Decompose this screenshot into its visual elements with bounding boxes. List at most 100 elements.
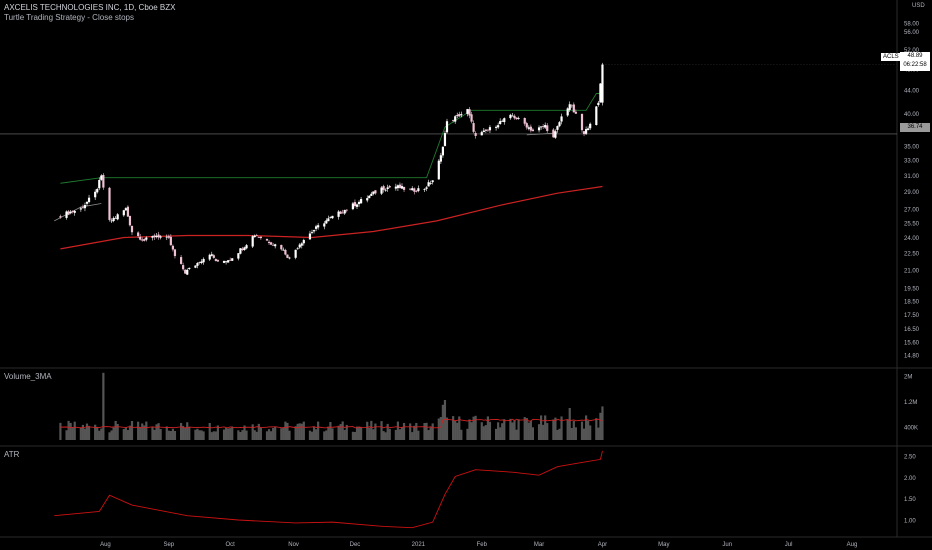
channel-lines: [54, 93, 603, 222]
time-axis: Aug Sep Oct Nov Dec 2021 Feb Mar Apr May Jun Jul Aug: [100, 542, 857, 548]
volume-bar: [466, 428, 469, 440]
time-tick-label: Oct: [226, 542, 236, 548]
atr-tick-label: 1.50: [904, 497, 916, 503]
volume-bar: [102, 372, 105, 440]
candle-body: [229, 259, 232, 261]
volume-bar: [566, 419, 569, 440]
price-tick-label: 31.00: [904, 174, 920, 180]
candle-body: [194, 265, 197, 268]
volume-bar: [556, 429, 559, 440]
candle-body: [327, 218, 330, 222]
candle-body: [458, 113, 461, 117]
candle-body: [587, 128, 590, 131]
candle-body: [200, 261, 203, 264]
volume-bar: [237, 430, 240, 440]
atr-tick-label: 2.50: [904, 455, 916, 461]
candle-body: [499, 121, 502, 124]
candle-body: [300, 243, 303, 246]
last-price-tag: 48.89 06:22:58: [900, 52, 930, 71]
volume-bar: [286, 422, 289, 440]
volume-bar: [398, 429, 402, 440]
candle-body: [100, 175, 103, 180]
candle-body: [468, 109, 471, 116]
volume-bar: [323, 431, 326, 440]
candle-body: [296, 248, 299, 250]
volume-bar: [331, 428, 334, 440]
candle-body: [257, 236, 260, 238]
candle-body: [69, 211, 72, 214]
candle-body: [222, 260, 226, 263]
candle-body: [179, 257, 183, 264]
currency-label[interactable]: USD: [912, 3, 925, 9]
volume-bar: [167, 430, 170, 440]
volume-bar: [343, 429, 346, 440]
candle-body: [212, 255, 215, 258]
price-tick-label: 24.00: [904, 236, 920, 242]
separators: [0, 0, 932, 538]
candle-body: [527, 127, 530, 129]
volume-bar: [67, 420, 70, 440]
volume-bar: [128, 425, 132, 440]
candle-body: [272, 244, 275, 246]
candle-body: [357, 201, 361, 205]
volume-bar: [523, 417, 526, 440]
candle-body: [224, 261, 228, 263]
volume-bar: [73, 421, 76, 440]
candle-body: [513, 115, 516, 119]
volume-bar: [255, 431, 258, 440]
candle-body: [431, 180, 434, 183]
time-tick-label: Dec: [350, 542, 361, 548]
candle-body: [331, 215, 334, 219]
candle-body: [537, 127, 541, 131]
candle-body: [556, 126, 559, 130]
price-tick-label: 25.50: [904, 221, 920, 227]
volume-bar: [351, 431, 355, 440]
candle-body: [124, 208, 127, 211]
candle-body: [384, 189, 387, 191]
volume-bar: [374, 423, 377, 440]
volume-bar: [184, 427, 187, 440]
volume-bar: [196, 428, 199, 440]
candle-body: [85, 201, 89, 204]
volume-bar: [85, 423, 89, 440]
candle-body: [584, 129, 588, 134]
volume-bar: [216, 425, 220, 440]
volume-bar: [165, 426, 168, 440]
volume-bar: [353, 431, 357, 440]
volume-bar: [141, 423, 144, 440]
volume-bar: [503, 419, 506, 440]
volume-bar: [65, 430, 68, 440]
volume-bar: [222, 429, 226, 440]
candle-body: [329, 216, 332, 218]
volume-bar: [372, 429, 375, 440]
volume-bar: [425, 422, 428, 440]
volume-bar: [537, 424, 541, 440]
volume-bar: [153, 429, 156, 440]
volume-bar: [179, 422, 183, 440]
volume-bar: [345, 424, 348, 440]
strategy-label: Turtle Trading Strategy - Close stops: [4, 13, 134, 22]
volume-bar: [329, 422, 332, 440]
volume-bar: [597, 427, 600, 440]
atr-pane-label: ATR: [4, 450, 20, 459]
volume-bar: [100, 428, 103, 440]
volume-bar: [251, 424, 254, 440]
time-tick-label: Sep: [163, 542, 174, 548]
candle-body: [274, 244, 277, 247]
candle-body: [494, 126, 498, 128]
candle-body: [474, 133, 477, 136]
volume-bar: [282, 427, 285, 440]
volume-bar: [267, 429, 271, 440]
candle-body: [437, 160, 440, 180]
candle-body: [112, 218, 115, 222]
volume-bar: [458, 416, 461, 440]
volume-bar: [595, 418, 598, 440]
candle-body: [339, 211, 342, 214]
candle-body: [196, 263, 199, 266]
volume-bar: [542, 424, 545, 440]
volume-bar: [529, 420, 532, 440]
candle-body: [325, 220, 328, 224]
candle-body: [269, 242, 273, 245]
volume-bar: [382, 431, 385, 440]
